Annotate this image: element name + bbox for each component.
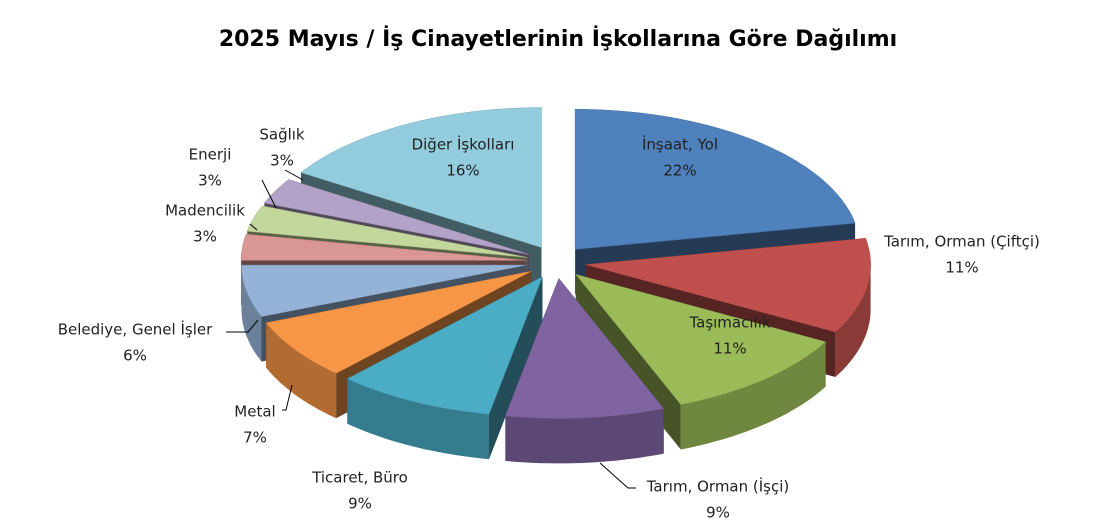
value-label: 16% <box>446 162 479 180</box>
slice <box>585 238 871 333</box>
slice <box>505 277 665 419</box>
value-label: 7% <box>243 429 267 447</box>
leader-line <box>284 169 304 181</box>
slice-side <box>680 341 826 450</box>
slice <box>346 276 543 415</box>
slice <box>265 271 532 374</box>
slice <box>241 264 527 317</box>
category-label: Metal <box>234 403 275 421</box>
value-label: 9% <box>348 495 372 513</box>
category-label: Taşımacılık <box>688 314 770 332</box>
slice <box>574 109 856 250</box>
leader-line <box>282 384 293 411</box>
slice-side <box>266 322 337 419</box>
category-label: Enerji <box>189 146 232 164</box>
value-label: 6% <box>123 347 147 365</box>
category-label: Madencilik <box>165 202 245 220</box>
pie <box>240 107 871 464</box>
value-label: 3% <box>198 172 222 190</box>
category-label: Sağlık <box>259 126 305 144</box>
slice <box>263 179 530 255</box>
value-label: 11% <box>713 340 746 358</box>
value-label: 9% <box>706 504 730 522</box>
slice <box>246 205 528 258</box>
leader-line <box>249 223 258 231</box>
leader-line <box>261 179 277 209</box>
leader-line <box>599 462 636 489</box>
value-label: 3% <box>270 152 294 170</box>
category-label: Tarım, Orman (İşçi) <box>646 477 790 496</box>
leader-lines <box>226 169 636 489</box>
category-label: Ticaret, Büro <box>311 469 408 487</box>
category-label: İnşaat, Yol <box>642 135 718 154</box>
slice <box>300 107 542 248</box>
slice-side <box>505 408 664 464</box>
value-label: 11% <box>945 259 978 277</box>
chart-title: 2025 Mayıs / İş Cinayetlerinin İşkolları… <box>219 26 897 52</box>
slice-side <box>347 378 489 460</box>
slice <box>575 273 827 405</box>
category-label: Belediye, Genel İşler <box>58 320 213 339</box>
value-label: 3% <box>193 228 217 246</box>
slice-side <box>241 265 262 362</box>
slice-side <box>835 264 871 377</box>
category-label: Tarım, Orman (Çiftçi) <box>883 233 1040 251</box>
leader-line <box>226 319 259 333</box>
value-label: 22% <box>663 162 696 180</box>
category-label: Diğer İşkolları <box>412 135 515 154</box>
data-labels: İnşaat, Yol 22% Tarım, Orman (Çiftçi) 11% Ta… <box>58 126 1040 522</box>
slice <box>240 233 527 261</box>
